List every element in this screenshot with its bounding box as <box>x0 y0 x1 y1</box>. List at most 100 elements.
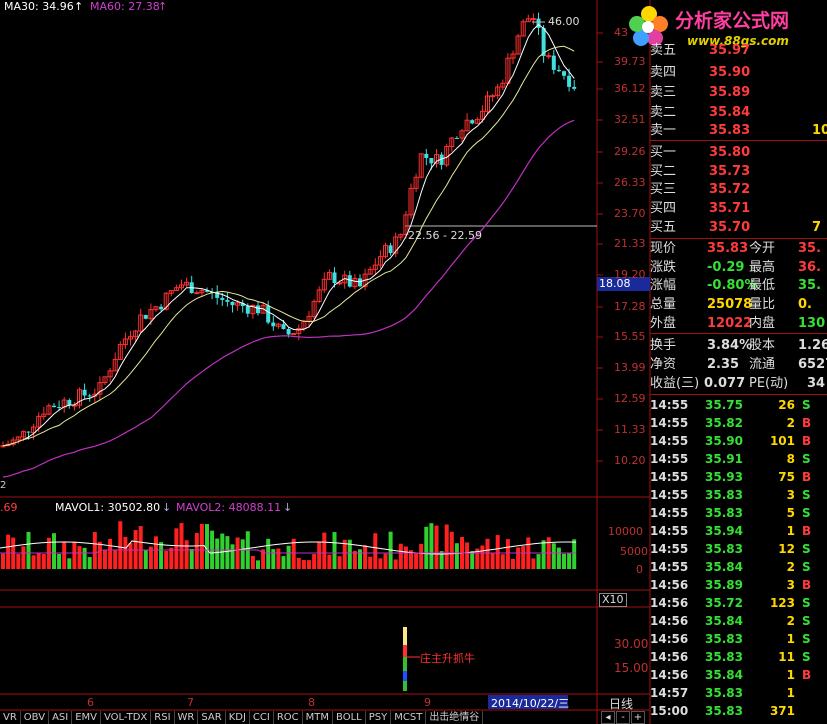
indicator-tab[interactable]: SAR <box>198 711 226 724</box>
level-price: 35.97 <box>709 43 751 58</box>
tick-volume: 371 <box>769 704 795 718</box>
stat-row: 外盘 12022 内盘 130 <box>650 315 827 333</box>
tick-row: 14:55 35.84 2 S <box>650 558 827 576</box>
tick-row: 14:55 35.94 1 B <box>650 522 827 540</box>
tick-price: 35.94 <box>705 524 743 538</box>
indicator-tab[interactable]: RSI <box>151 711 175 724</box>
indicator-tab[interactable]: VR <box>0 711 21 724</box>
indicator-tab[interactable]: ROC <box>274 711 303 724</box>
tick-time: 14:55 <box>650 560 689 574</box>
daily-period-button[interactable]: 日线 <box>609 697 634 711</box>
stat-value: -0.80% <box>707 278 758 293</box>
ask-row: 卖五 35.97 <box>650 42 827 60</box>
indicator-tab[interactable]: KDJ <box>226 711 250 724</box>
price-axis-label: 13.99 <box>614 361 646 374</box>
level-price: 35.70 <box>709 220 751 235</box>
month-9: 9 <box>424 696 431 709</box>
stat-label: 今开 <box>749 241 776 256</box>
separator <box>650 394 827 395</box>
tick-row: 14:56 35.72 123 S <box>650 594 827 612</box>
level-name: 买一 <box>650 145 677 160</box>
tick-volume: 75 <box>778 470 795 484</box>
ask-row: 卖四 35.90 <box>650 64 827 82</box>
tick-time: 14:55 <box>650 452 689 466</box>
tick-flag: S <box>802 488 811 502</box>
date-box: 2014/10/22/三 <box>491 697 570 710</box>
tick-time: 14:55 <box>650 542 689 556</box>
level-price: 35.80 <box>709 145 751 160</box>
stat-label: 现价 <box>650 241 677 256</box>
bid-row: 买四 35.71 <box>650 200 827 218</box>
indicator-tab[interactable]: PSY <box>366 711 392 724</box>
bid-row: 买三 35.72 <box>650 181 827 199</box>
price-axis-label: 19.20 <box>614 268 646 281</box>
ma60-arrow: ↑ <box>158 0 168 13</box>
tick-flag: S <box>802 452 811 466</box>
stat-row: 涨跌 -0.29 最高 36. <box>650 259 827 277</box>
zoom-in-button[interactable]: + <box>631 711 645 724</box>
tick-flag: B <box>802 416 812 430</box>
stat-row: 现价 35.83 今开 35. <box>650 240 827 258</box>
tick-time: 15:00 <box>650 704 689 718</box>
separator <box>650 140 827 141</box>
zoom-out-button[interactable]: - <box>616 711 630 724</box>
tick-price: 35.83 <box>705 704 743 718</box>
indicator-tab[interactable]: CCI <box>250 711 274 724</box>
level-name: 卖一 <box>650 123 677 138</box>
price-axis-label: 32.51 <box>614 113 646 126</box>
ma60-label: MA60: 27.38 <box>90 0 160 13</box>
logo-text: 分析家公式网 <box>675 10 790 32</box>
peak-label: 46.00 <box>548 15 580 28</box>
stat-label: 股本 <box>749 338 776 353</box>
stat-value: 3.84% <box>707 338 753 353</box>
month-8: 8 <box>308 696 315 709</box>
tick-price: 35.93 <box>705 470 743 484</box>
indicator-tab[interactable]: BOLL <box>333 711 366 724</box>
tick-price: 35.75 <box>705 398 743 412</box>
tick-flag: B <box>802 578 812 592</box>
stat-label: 涨跌 <box>650 260 677 275</box>
level-name: 买二 <box>650 164 677 179</box>
tick-time: 14:55 <box>650 524 689 538</box>
indicator-tab[interactable]: MCST <box>391 711 427 724</box>
tick-row: 14:56 35.83 11 S <box>650 648 827 666</box>
price-axis-label: 29.26 <box>614 145 646 158</box>
stat-value: 1.26 <box>798 338 827 353</box>
stat-value: -0.29 <box>707 260 745 275</box>
vol-axis-5000: 5000 <box>620 545 648 558</box>
tick-volume: 1 <box>786 632 795 646</box>
stat-value: 0. <box>798 297 812 312</box>
level-price: 35.84 <box>709 105 751 120</box>
stat-label: 量比 <box>749 297 776 312</box>
tick-flag: S <box>802 650 811 664</box>
flower-logo-icon <box>629 6 668 46</box>
tick-row: 14:55 35.90 101 B <box>650 432 827 450</box>
tick-price: 35.83 <box>705 506 743 520</box>
tick-price: 35.84 <box>705 668 743 682</box>
indicator-tab[interactable]: 出击绝情谷 <box>426 711 484 724</box>
stat-value: 35. <box>798 241 822 256</box>
ind-axis-30: 30.00 <box>614 637 649 651</box>
tick-volume: 5 <box>786 506 795 520</box>
stat-value: 6527 <box>798 357 827 372</box>
tick-row: 14:55 35.83 3 S <box>650 486 827 504</box>
indicator-tab[interactable]: WR <box>175 711 199 724</box>
stat-value: 25078 <box>707 297 753 312</box>
level-price: 35.73 <box>709 164 751 179</box>
ask-row: 卖三 35.89 <box>650 84 827 102</box>
mavol1-label: MAVOL1: 30502.80 <box>55 501 161 514</box>
separator <box>650 238 827 239</box>
scroll-left-button[interactable]: ◂ <box>601 711 615 724</box>
indicator-tab[interactable]: MTM <box>303 711 334 724</box>
indicator-tab[interactable]: OBV <box>21 711 50 724</box>
indicator-tab[interactable]: EMV <box>72 711 101 724</box>
vol-scale-button[interactable]: X10 <box>599 593 627 607</box>
tick-price: 35.83 <box>705 650 743 664</box>
mavol1-arrow: ↓ <box>162 501 172 514</box>
indicator-tab[interactable]: ASI <box>49 711 73 724</box>
stat-row: 换手 3.84% 股本 1.26 <box>650 337 827 355</box>
bid-row: 买一 35.80 <box>650 144 827 162</box>
indicator-tab[interactable]: VOL-TDX <box>101 711 152 724</box>
level-price: 35.72 <box>709 182 751 197</box>
